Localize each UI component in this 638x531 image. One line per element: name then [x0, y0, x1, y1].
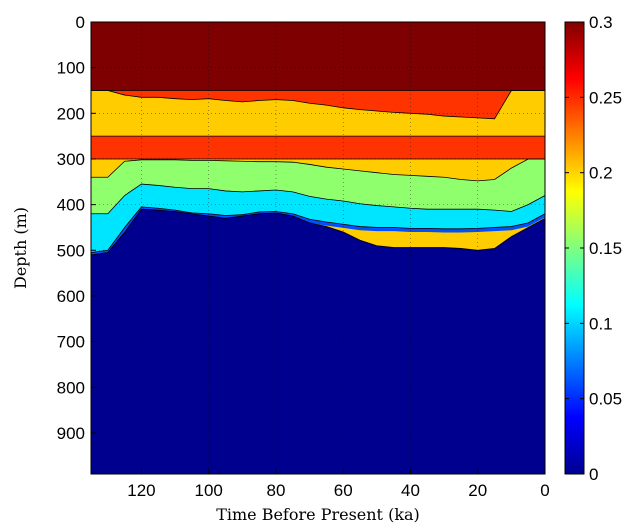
colorbar-tick-label: 0 [589, 465, 598, 484]
band-yellow [91, 90, 545, 137]
colorbar-tick-label: 0.2 [589, 164, 613, 183]
colorbar-tick-label: 0.25 [589, 88, 622, 107]
y-tick-label: 200 [57, 104, 85, 123]
band-blue-edge [91, 206, 545, 255]
y-tick-label: 0 [76, 13, 85, 32]
y-tick-label: 100 [57, 59, 85, 78]
band-green [91, 158, 545, 214]
colorbar: 0 0.05 0.1 0.15 0.2 0.25 0.3 [564, 13, 622, 484]
plot-area [91, 22, 545, 474]
x-axis: 120 100 80 60 40 20 0 [127, 469, 550, 500]
x-tick-label: 80 [267, 481, 286, 500]
band-red-upper [91, 90, 545, 119]
colorbar-ticks: 0 0.05 0.1 0.15 0.2 0.25 0.3 [565, 13, 622, 484]
band-dark-red [91, 22, 545, 91]
grid-lines [91, 22, 545, 474]
y-tick-label: 700 [57, 333, 85, 352]
contour-line [91, 208, 545, 256]
band-cyan [91, 184, 545, 253]
contour-line [91, 183, 545, 215]
contour-line [91, 90, 545, 120]
y-axis: 0 100 200 300 400 500 600 700 800 900 [57, 13, 96, 443]
colorbar-tick-label: 0.15 [589, 239, 622, 258]
x-tick-label: 120 [127, 481, 155, 500]
colorbar-tick-label: 0.05 [589, 390, 622, 409]
band-deep-blue [91, 209, 545, 474]
y-tick-label: 400 [57, 196, 85, 215]
x-tick-label: 0 [540, 481, 549, 500]
contour-line [91, 206, 545, 253]
y-tick-label: 500 [57, 241, 85, 260]
y-tick-label: 600 [57, 287, 85, 306]
y-tick-label: 300 [57, 150, 85, 169]
band-yellow-deep [91, 206, 545, 255]
x-tick-label: 40 [401, 481, 420, 500]
x-tick-label: 60 [334, 481, 353, 500]
band-yellow-lower [91, 158, 545, 181]
x-tick-label: 20 [468, 481, 487, 500]
x-tick-label: 100 [195, 481, 223, 500]
band-red-lower [91, 136, 545, 159]
colorbar-tick-label: 0.3 [589, 13, 613, 32]
x-axis-label: Time Before Present (ka) [216, 505, 420, 524]
y-tick-label: 900 [57, 424, 85, 443]
colorbar-tick-label: 0.1 [589, 314, 613, 333]
contour-line [91, 158, 545, 182]
plot-frame [90, 21, 546, 475]
y-axis-label: Depth (m) [11, 207, 30, 289]
y-tick-label: 800 [57, 378, 85, 397]
contour-bands [91, 22, 545, 474]
